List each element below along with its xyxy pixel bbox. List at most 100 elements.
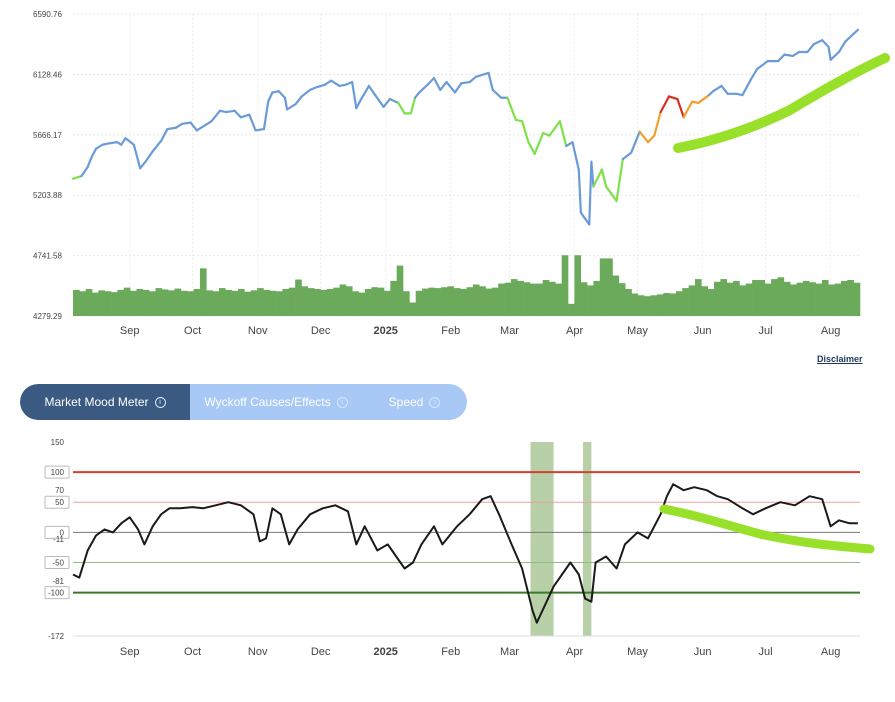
price-segment bbox=[374, 94, 385, 108]
volume-bar bbox=[238, 289, 245, 316]
price-segment bbox=[388, 97, 400, 105]
price-segment bbox=[189, 121, 198, 132]
price-segment bbox=[267, 91, 274, 103]
volume-bar bbox=[625, 289, 632, 316]
price-segment bbox=[837, 40, 847, 54]
volume-bar bbox=[428, 287, 436, 316]
x-tick-label: 2025 bbox=[373, 646, 397, 658]
price-chart: 6590.76 6128.46 5666.17 5203.88 4741.58 4279.… bbox=[33, 10, 890, 337]
volume-bar bbox=[650, 295, 658, 316]
volume-bar bbox=[536, 283, 543, 316]
y-tick-box bbox=[44, 465, 70, 479]
volume-bar bbox=[764, 283, 772, 316]
price-segment bbox=[588, 160, 593, 226]
price-segment bbox=[262, 100, 270, 131]
info-icon[interactable]: i bbox=[429, 396, 441, 408]
volume-bar bbox=[675, 291, 683, 316]
volume-bar bbox=[460, 289, 467, 316]
volume-bar bbox=[307, 288, 315, 316]
volume-bar bbox=[193, 289, 201, 316]
volume-bar bbox=[682, 288, 689, 316]
price-y-axis: 6590.76 6128.46 5666.17 5203.88 4741.58 4279.… bbox=[33, 10, 62, 321]
volume-bar bbox=[771, 279, 778, 316]
mood-x-axis: Sep Oct Nov Dec 2025 Feb Mar Apr May Jun Jul Aug bbox=[120, 646, 841, 658]
volume-bar bbox=[637, 295, 645, 316]
x-tick-label: Oct bbox=[184, 325, 201, 337]
price-segment bbox=[577, 168, 582, 214]
price-segment bbox=[756, 60, 769, 71]
price-segment bbox=[248, 113, 257, 132]
info-icon[interactable]: i bbox=[154, 396, 166, 408]
shaded-range bbox=[582, 442, 592, 636]
price-segment bbox=[283, 96, 289, 111]
price-segment bbox=[852, 28, 860, 35]
volume-bar bbox=[295, 279, 302, 316]
price-segment bbox=[330, 79, 341, 88]
price-segment bbox=[491, 88, 503, 99]
price-segment bbox=[646, 134, 656, 144]
tab-wyckoff-causes-effects[interactable]: Wyckoff Causes/Effects i bbox=[190, 384, 362, 420]
price-segment bbox=[821, 39, 830, 48]
volume-bar bbox=[276, 291, 283, 316]
x-tick-label: Jul bbox=[759, 646, 773, 658]
price-segment bbox=[667, 95, 679, 101]
price-segment bbox=[439, 80, 448, 91]
price-segment bbox=[827, 45, 832, 61]
volume-bar bbox=[606, 258, 613, 316]
price-segment bbox=[565, 141, 574, 148]
price-segment bbox=[676, 97, 685, 119]
volume-bar bbox=[409, 302, 417, 316]
price-segment bbox=[697, 94, 710, 105]
x-tick-label: Feb bbox=[441, 646, 460, 658]
price-segment bbox=[426, 77, 436, 86]
info-icon[interactable]: i bbox=[336, 396, 348, 408]
volume-bar bbox=[123, 287, 131, 316]
annotation-stroke-top bbox=[673, 53, 890, 153]
x-tick-label: May bbox=[627, 646, 648, 658]
volume-bar bbox=[669, 293, 677, 316]
volume-bar bbox=[314, 289, 321, 316]
tab-speed[interactable]: Speed i bbox=[362, 384, 467, 420]
price-segment bbox=[355, 99, 362, 110]
volume-bar bbox=[574, 255, 582, 316]
price-segment bbox=[139, 159, 148, 170]
volume-bar bbox=[364, 289, 372, 316]
volume-bar bbox=[555, 283, 563, 316]
price-segment bbox=[533, 131, 545, 155]
volume-bar bbox=[752, 280, 759, 316]
price-series bbox=[71, 28, 860, 226]
volume-bar bbox=[345, 286, 353, 316]
x-tick-label: Dec bbox=[311, 325, 331, 337]
volume-bar bbox=[599, 258, 607, 316]
disclaimer-link[interactable]: Disclaimer bbox=[817, 354, 863, 364]
mood-line-path bbox=[72, 483, 858, 624]
volume-bar bbox=[656, 294, 664, 316]
volume-bar bbox=[187, 291, 194, 316]
price-segment bbox=[195, 124, 207, 132]
volume-bar bbox=[377, 287, 385, 316]
volume-bar bbox=[225, 289, 232, 316]
price-segment bbox=[453, 82, 463, 94]
price-segment bbox=[749, 67, 759, 81]
y-tick-label: 50 bbox=[55, 498, 64, 507]
price-segment bbox=[409, 96, 417, 115]
tab-market-mood-meter[interactable]: Market Mood Meter i bbox=[20, 384, 190, 420]
volume-bar bbox=[244, 291, 252, 316]
price-segment bbox=[579, 211, 591, 226]
volume-bar bbox=[149, 291, 156, 316]
volume-bars bbox=[73, 255, 861, 316]
volume-bar bbox=[739, 285, 747, 316]
price-segment bbox=[590, 160, 595, 188]
volume-bar bbox=[663, 293, 670, 316]
volume-bar bbox=[466, 287, 474, 316]
volume-bar bbox=[257, 288, 264, 316]
volume-bar bbox=[130, 290, 137, 316]
price-segment bbox=[812, 39, 824, 46]
volume-bar bbox=[834, 283, 842, 316]
volume-bar bbox=[371, 287, 378, 316]
price-segment bbox=[527, 141, 536, 155]
volume-bar bbox=[79, 291, 86, 316]
y-tick-label: 4741.58 bbox=[33, 252, 62, 261]
volume-bar bbox=[714, 281, 721, 316]
volume-bar bbox=[136, 289, 144, 316]
